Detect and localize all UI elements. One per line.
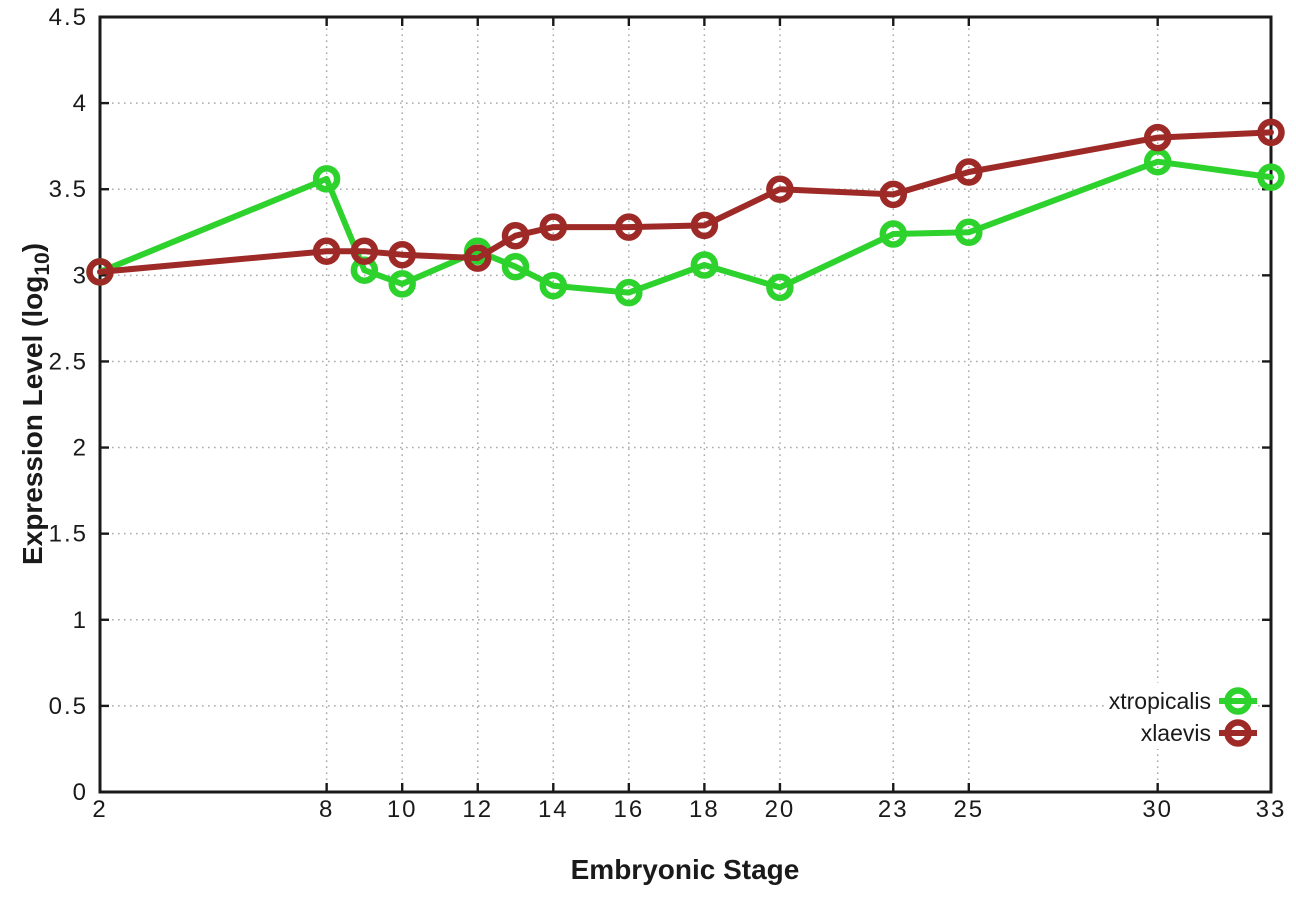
plot-border	[98, 15, 1273, 794]
x-tick-label: 2	[92, 796, 107, 823]
data-point-xtropicalis-18	[690, 251, 719, 279]
data-point-xlaevis-14	[539, 213, 568, 241]
legend-label-xlaevis: xlaevis	[1141, 720, 1211, 746]
legend-sample-marker-xlaevis	[1224, 719, 1252, 747]
data-point-xlaevis-23	[879, 180, 908, 209]
data-point-xlaevis-25	[955, 158, 983, 186]
data-point-xlaevis-10	[388, 240, 416, 269]
plot-border-box	[98, 15, 1273, 794]
y-tick-label: 0	[73, 779, 88, 806]
x-tick-label: 18	[689, 796, 720, 823]
y-tick-label: 2	[73, 435, 88, 462]
data-point-xlaevis-8	[312, 237, 341, 265]
y-tick-label: 3	[73, 262, 88, 289]
data-point-xlaevis-2	[86, 258, 114, 286]
x-tick-label: 12	[462, 796, 493, 823]
y-tick-label: 0.5	[49, 693, 88, 720]
data-point-xtropicalis-33	[1257, 163, 1285, 191]
data-series	[86, 118, 1285, 307]
data-point-xtropicalis-10	[388, 270, 416, 298]
x-tick-label: 30	[1142, 796, 1173, 823]
x-axis-title: Embryonic Stage	[571, 854, 800, 885]
x-tick-label: 25	[953, 796, 984, 823]
x-tick-label: 14	[538, 796, 569, 823]
legend: xtropicalis xlaevis	[1106, 683, 1258, 749]
data-point-xlaevis-9	[350, 237, 379, 265]
data-point-xlaevis-20	[766, 175, 794, 203]
data-point-xlaevis-12	[463, 244, 492, 272]
x-tick-label: 20	[765, 796, 796, 823]
data-point-xlaevis-33	[1257, 118, 1285, 147]
x-tick-label: 8	[319, 796, 334, 823]
y-tick-label: 1.5	[49, 521, 88, 548]
y-tick-label: 1	[73, 607, 88, 634]
data-point-xtropicalis-13	[501, 252, 530, 281]
y-tick-label: 2.5	[49, 348, 88, 375]
data-point-xlaevis-13	[501, 221, 530, 250]
legend-sample-marker-xtropicalis	[1224, 687, 1252, 715]
data-point-xtropicalis-23	[879, 220, 908, 248]
data-point-xlaevis-18	[690, 211, 719, 240]
data-point-xtropicalis-16	[615, 278, 643, 307]
x-tick-label: 23	[878, 796, 909, 823]
y-tick-label: 4	[73, 90, 88, 117]
y-axis-title: Expression Level (log10)	[17, 243, 54, 565]
axis-ticks	[98, 15, 1273, 794]
x-tick-label: 33	[1256, 796, 1287, 823]
gridlines	[100, 17, 1271, 792]
data-point-xlaevis-16	[615, 213, 643, 241]
y-tick-label: 3.5	[49, 176, 88, 203]
legend-label-xtropicalis: xtropicalis	[1109, 688, 1211, 714]
data-point-xtropicalis-20	[766, 273, 794, 302]
data-point-xlaevis-30	[1143, 123, 1172, 152]
data-point-xtropicalis-25	[955, 218, 983, 247]
x-tick-label: 10	[387, 796, 418, 823]
x-tick-label: 16	[613, 796, 644, 823]
axis-tick-labels: 2 8 10 12 14 16 18 20 23 25 30 33 0 0.5 1 1.5 2 2.5 3 3.5 4 4…	[49, 4, 1287, 823]
y-tick-label: 4.5	[49, 4, 88, 31]
data-point-xtropicalis-8	[312, 165, 341, 193]
data-point-xtropicalis-14	[539, 271, 568, 300]
